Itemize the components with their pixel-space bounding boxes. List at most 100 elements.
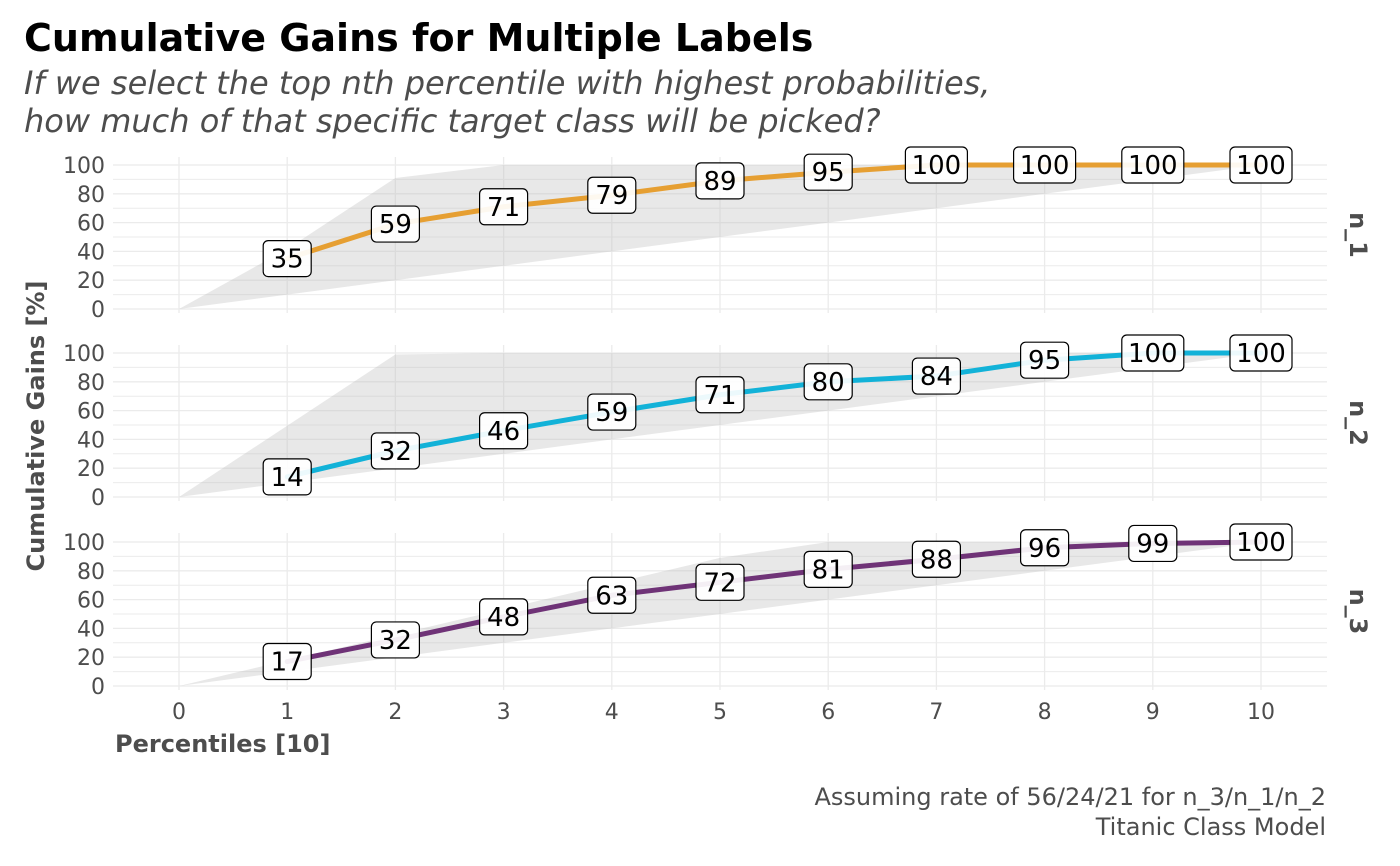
- data-label: 84: [920, 362, 953, 392]
- data-label: 96: [1028, 534, 1061, 564]
- data-label: 100: [1128, 151, 1178, 181]
- data-label-box: [803, 550, 853, 588]
- x-tick-label: 4: [605, 700, 619, 725]
- x-tick-label: 6: [821, 700, 835, 725]
- data-label: 59: [595, 398, 628, 428]
- data-label-box: [262, 642, 312, 681]
- data-label-box: [1229, 523, 1293, 561]
- data-label-box: [479, 188, 529, 226]
- data-label-box: [1012, 146, 1077, 184]
- data-label-box: [1229, 146, 1293, 184]
- x-tick-label: 3: [497, 700, 511, 725]
- data-label-box: [370, 432, 420, 470]
- x-tick-label: 7: [929, 700, 943, 725]
- data-label: 63: [595, 581, 628, 611]
- chart-caption: Assuming rate of 56/24/21 for n_3/n_1/n_…: [814, 782, 1326, 842]
- data-label: 89: [703, 167, 736, 197]
- data-label-box: [1229, 334, 1293, 372]
- x-tick-label: 2: [388, 700, 402, 725]
- y-tick-label: 80: [77, 560, 105, 585]
- data-label: 100: [1236, 151, 1286, 181]
- data-label-box: [695, 563, 745, 601]
- data-label: 72: [703, 568, 736, 598]
- facet-label-n_3: n_3: [1344, 589, 1372, 635]
- data-label: 100: [1236, 339, 1286, 369]
- x-tick-label: 8: [1038, 700, 1052, 725]
- y-tick-label: 20: [77, 646, 105, 671]
- data-label-box: [803, 153, 853, 191]
- data-label: 88: [920, 545, 953, 575]
- data-label-box: [370, 205, 420, 243]
- subtitle-line-1: If we select the top nth percentile with…: [24, 64, 991, 102]
- y-tick-label: 40: [77, 240, 105, 265]
- data-label-box: [587, 576, 637, 614]
- data-label: 71: [487, 193, 520, 223]
- series-line-n_1: [284, 162, 1264, 262]
- gain-band-n_2: [179, 353, 1261, 497]
- data-label-box: [1121, 146, 1185, 184]
- data-label: 80: [812, 368, 845, 398]
- data-label-box: [587, 176, 637, 214]
- data-label: 95: [1028, 346, 1061, 376]
- data-label-box: [262, 458, 312, 496]
- caption-line-1: Assuming rate of 56/24/21 for n_3/n_1/n_…: [814, 783, 1326, 811]
- gain-band-n_3: [179, 542, 1261, 686]
- data-label-box: [911, 540, 962, 578]
- y-tick-label: 100: [63, 154, 105, 179]
- y-tick-label: 60: [77, 212, 105, 237]
- data-label: 79: [595, 181, 628, 211]
- series-line-n_3: [284, 539, 1264, 665]
- data-label-box: [587, 393, 637, 431]
- data-label-box: [904, 146, 969, 184]
- data-label-box: [695, 162, 745, 200]
- x-axis-title: Percentiles [10]: [115, 730, 330, 758]
- x-tick-label: 10: [1247, 700, 1275, 725]
- data-label: 100: [1236, 528, 1286, 558]
- y-tick-label: 80: [77, 371, 105, 396]
- data-label-box: [1019, 341, 1070, 379]
- data-label: 17: [271, 648, 304, 678]
- data-label: 48: [487, 603, 520, 633]
- chart-title: Cumulative Gains for Multiple Labels: [24, 16, 814, 60]
- data-label-box: [479, 598, 529, 636]
- data-label-box: [911, 357, 962, 395]
- y-tick-label: 0: [91, 486, 105, 511]
- y-tick-label: 60: [77, 589, 105, 614]
- data-label: 95: [812, 158, 845, 188]
- y-tick-label: 100: [63, 531, 105, 556]
- series-line-n_2: [284, 350, 1264, 480]
- data-label-box: [1128, 524, 1178, 563]
- y-tick-label: 80: [77, 183, 105, 208]
- x-tick-label: 5: [713, 700, 727, 725]
- y-tick-label: 40: [77, 428, 105, 453]
- facet-label-n_2: n_2: [1344, 400, 1372, 446]
- y-tick-label: 100: [63, 342, 105, 367]
- y-axis-title: Cumulative Gains [%]: [22, 280, 50, 571]
- data-label: 59: [379, 210, 412, 240]
- data-label: 100: [912, 151, 962, 181]
- data-label: 99: [1136, 529, 1169, 559]
- data-label: 100: [1128, 339, 1178, 369]
- y-tick-label: 20: [77, 457, 105, 482]
- facet-label-n_1: n_1: [1344, 212, 1372, 258]
- data-label: 100: [1020, 151, 1070, 181]
- data-label: 71: [703, 381, 736, 411]
- data-label: 81: [812, 555, 845, 585]
- data-label: 14: [271, 463, 304, 493]
- data-label-box: [262, 240, 312, 278]
- y-tick-label: 60: [77, 400, 105, 425]
- gain-band-n_1: [179, 165, 1261, 309]
- x-tick-label: 9: [1146, 700, 1160, 725]
- y-tick-label: 40: [77, 617, 105, 642]
- chart-subtitle: If we select the top nth percentile with…: [24, 64, 990, 140]
- data-label: 46: [487, 417, 520, 447]
- data-label-box: [1121, 334, 1185, 372]
- data-label-box: [803, 363, 853, 401]
- x-tick-label: 0: [172, 700, 186, 725]
- y-tick-label: 0: [91, 298, 105, 323]
- y-tick-label: 0: [91, 675, 105, 700]
- y-tick-label: 20: [77, 269, 105, 294]
- data-label-box: [1019, 529, 1070, 567]
- caption-line-2: Titanic Class Model: [1095, 813, 1326, 841]
